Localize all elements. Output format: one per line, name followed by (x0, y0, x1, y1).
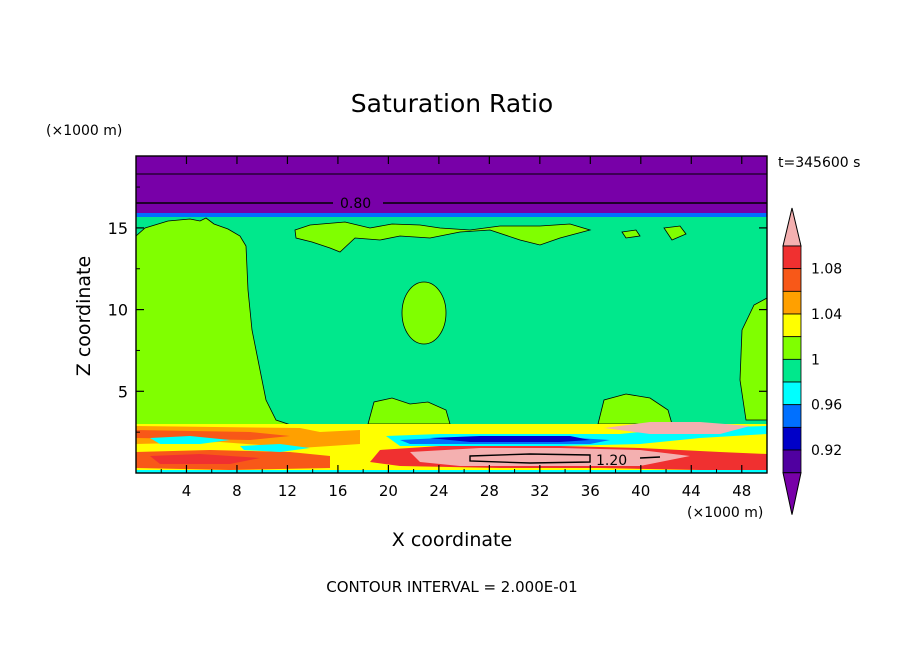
x-tick-label: 20 (379, 482, 398, 500)
x-tick-label: 40 (631, 482, 650, 500)
plot-frame (135, 155, 768, 474)
contour-label-0-80: 0.80 (340, 196, 371, 212)
x-tick-label: 36 (581, 482, 600, 500)
region-cool-streak (150, 436, 230, 444)
x-tick-label: 48 (732, 482, 751, 500)
region-upper-dry-layer (136, 156, 767, 213)
colorbar: 1.08 1.04 1 0.96 0.92 (782, 207, 842, 515)
colorbar-segment (782, 449, 802, 474)
x-axis-title: X coordinate (392, 529, 512, 551)
colorbar-label: 1 (811, 352, 820, 368)
colorbar-label: 0.96 (811, 398, 842, 414)
region-right-moist-edge (739, 297, 767, 421)
y-axis-title: Z coordinate (73, 256, 95, 376)
colorbar-segment (782, 426, 802, 451)
colorbar-label: 1.08 (811, 262, 842, 278)
region-cool-streak (240, 444, 310, 452)
region-upper-moist-patch (294, 221, 592, 253)
contour-label-1-20: 1.20 (596, 453, 627, 469)
time-label: t=345600 s (778, 155, 860, 171)
region-surface-layer (136, 470, 767, 473)
colorbar-bottom-arrow (782, 472, 802, 515)
colorbar-segment (782, 313, 802, 338)
colorbar-segment (782, 268, 802, 292)
region-low-moist-patch (367, 397, 451, 425)
y-tick-label: 5 (118, 382, 128, 401)
x-tick-label: 8 (232, 482, 242, 500)
colorbar-segment (782, 336, 802, 360)
x-tick-label: 12 (278, 482, 297, 500)
colorbar-label: 0.92 (811, 443, 842, 459)
colorbar-segment (782, 358, 802, 383)
x-tick-label: 28 (480, 482, 499, 500)
x-tick-label: 24 (429, 482, 448, 500)
x-axis-ticks: 4 8 12 16 20 24 28 32 36 40 44 48 (160, 156, 751, 500)
x-unit-label: (×1000 m) (687, 505, 763, 521)
y-tick-label: 15 (108, 219, 128, 238)
x-tick-label: 16 (328, 482, 347, 500)
chart-title: Saturation Ratio (351, 89, 553, 118)
region-warm-band (150, 454, 260, 464)
contour-line-1-20 (469, 453, 591, 464)
colorbar-top-arrow (782, 207, 802, 247)
region-small-moist-patch (663, 225, 687, 241)
colorbar-segment (782, 404, 802, 428)
x-tick-label: 44 (682, 482, 701, 500)
contour-field (136, 156, 767, 473)
region-small-moist-patch (621, 229, 641, 239)
contour-interval-footer: CONTOUR INTERVAL = 2.000E-01 (326, 578, 577, 596)
x-tick-label: 32 (530, 482, 549, 500)
region-mid-moist-blob (401, 281, 447, 345)
y-axis-ticks: 5 10 15 (108, 186, 767, 433)
colorbar-segment (782, 381, 802, 406)
contour-line-1-20 (639, 456, 661, 459)
colorbar-segment (782, 290, 802, 315)
y-tick-label: 10 (108, 301, 128, 320)
x-tick-label: 4 (182, 482, 192, 500)
colorbar-label: 1.04 (811, 307, 842, 323)
region-tropopause-band (136, 213, 767, 217)
region-supersaturated-patch (604, 422, 750, 434)
colorbar-segment (782, 245, 802, 270)
region-subcloud-dry-streak (430, 436, 590, 442)
z-unit-label: (×1000 m) (46, 123, 122, 139)
